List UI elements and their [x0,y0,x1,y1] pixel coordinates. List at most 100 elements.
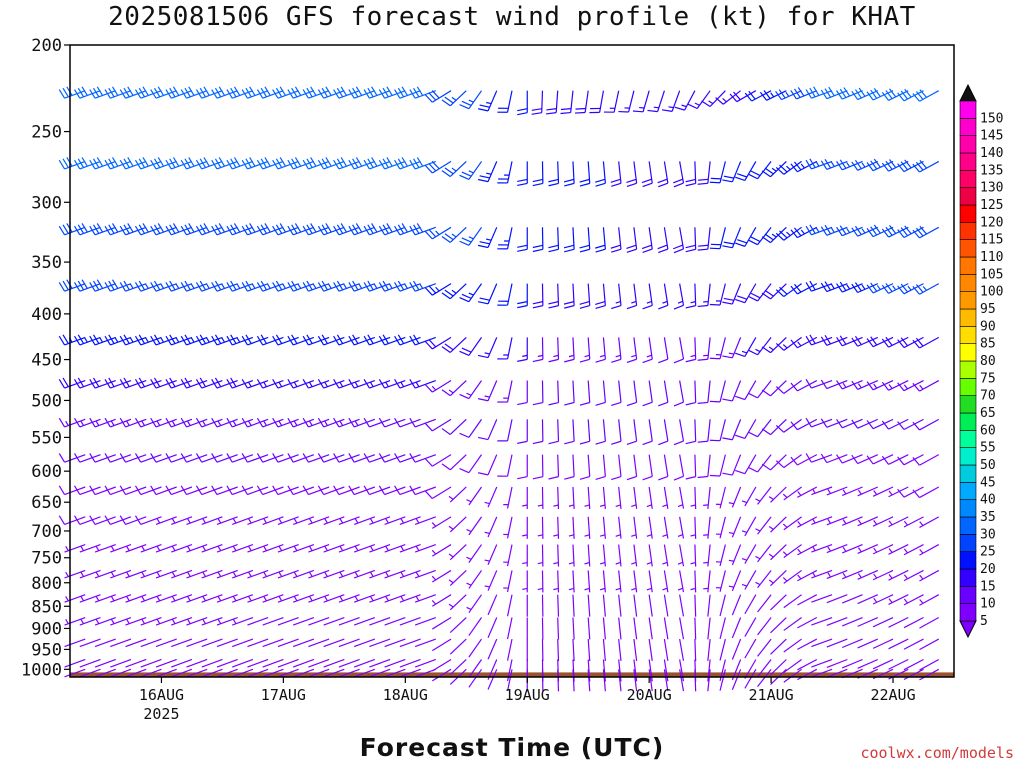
wind-barb [241,86,269,99]
wind-barb [201,616,223,626]
wind-barb [424,226,452,240]
wind-barb [646,486,653,509]
barb-staff [431,454,452,467]
barb-half [800,163,805,169]
credit-link[interactable]: coolwx.com/models [860,744,1014,762]
barb-staff [572,617,575,640]
barb-half [646,534,652,537]
wind-barb [618,594,622,617]
barb-staff [79,454,101,463]
barb-full [424,423,433,432]
wind-barb [186,668,208,678]
wind-barb [579,161,591,187]
barb-full [459,174,470,180]
wind-barb [755,516,772,535]
wind-barb [715,90,741,105]
barb-full [230,334,237,344]
barb-staff [857,594,879,605]
barb-staff [841,638,863,649]
barb-half [827,518,832,524]
barb-half [309,571,313,577]
barb-half [217,546,222,552]
barb-staff [232,668,254,678]
barb-full [260,87,267,98]
wind-barb [633,594,638,617]
barb-half [448,525,454,530]
wind-barb [857,638,879,649]
barb-full [881,381,890,391]
barb-full [441,428,451,435]
wind-barb [522,544,528,567]
colorbar-label: 50 [980,458,996,473]
barb-full [367,158,374,168]
wind-barb [522,570,528,593]
barb-full [77,377,85,388]
wind-barb [348,417,376,428]
wind-barb [677,570,685,593]
wind-barb [820,86,848,100]
barb-staff [811,638,833,648]
barb-staff [140,658,162,668]
wind-barb [522,486,528,509]
barb-half [677,561,683,565]
wind-barb [232,616,254,626]
barb-full [81,223,88,233]
y-tick-label: 1000 [21,660,62,680]
barb-half [857,519,862,525]
wind-barb [150,280,177,292]
barb-staff [857,418,879,429]
barb-half [741,583,748,587]
barb-half [903,520,909,526]
barb-staff [633,594,638,617]
wind-barb [611,337,622,363]
barb-full [912,382,920,392]
barb-full [199,377,207,388]
wind-barb [579,380,591,406]
barb-full [748,392,758,399]
barb-full [461,347,472,353]
barb-full [626,248,637,253]
barb-full [548,248,559,253]
wind-barb [532,337,544,363]
barb-half [187,546,191,552]
wind-barb [216,594,238,603]
wind-barb [353,569,376,579]
wind-barb [414,544,436,553]
wind-barb [572,639,575,662]
barb-full [264,157,271,167]
barb-staff [308,668,330,678]
wind-barb [770,659,787,676]
wind-barb [484,486,498,508]
barb-half [263,382,267,388]
wind-barb [836,225,863,237]
wind-barb [719,669,726,691]
wind-barb [256,379,284,389]
wind-barb [497,227,513,250]
barb-full [477,398,489,402]
barb-full [722,355,733,359]
wind-barb [694,617,697,640]
barb-staff [663,594,669,617]
barb-staff [618,454,622,477]
wind-barb [744,659,757,679]
barb-half [484,501,490,505]
wind-barb [537,570,544,593]
barb-full [885,336,893,346]
barb-full [424,287,433,296]
barb-full [904,225,912,235]
wind-barb [424,486,452,500]
barb-half [797,491,802,496]
wind-barb [851,87,879,101]
barb-staff [557,669,560,692]
barb-staff [487,419,498,440]
barb-full [363,89,370,99]
wind-barb [851,454,879,465]
barb-staff [903,658,924,671]
barb-full [287,417,294,428]
barb-full [737,173,748,178]
barb-staff [201,454,223,463]
barb-full [363,417,370,428]
wind-barb [735,283,757,304]
wind-barb [353,516,376,525]
barb-full [272,335,279,346]
